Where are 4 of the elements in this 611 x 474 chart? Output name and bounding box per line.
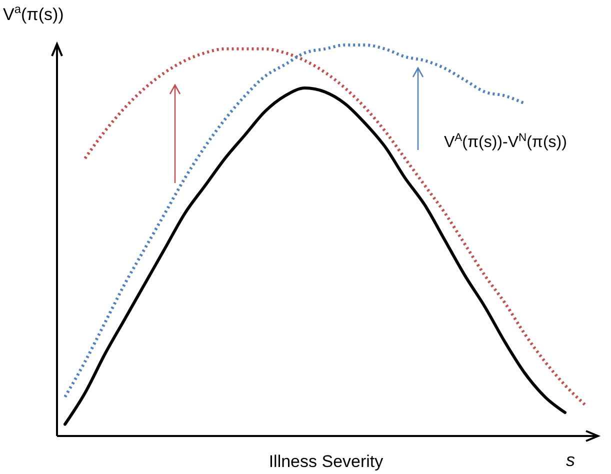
y-axis-title: V$^{a}$(π(s)) xyxy=(3,2,64,24)
annotation: V$^{A}$(π(s))-V$^{N}$(π(s)) xyxy=(444,132,567,151)
x-axis-title: Illness Severity xyxy=(268,452,384,471)
text: s xyxy=(566,450,575,470)
